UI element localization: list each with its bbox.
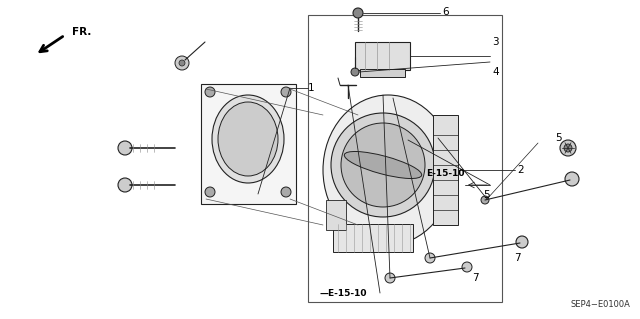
Text: 1: 1 (308, 83, 315, 93)
Circle shape (560, 140, 576, 156)
Bar (201, 84, 296, 204)
Circle shape (385, 273, 395, 283)
Circle shape (205, 187, 215, 197)
Circle shape (351, 68, 359, 76)
Text: —E-15-10: —E-15-10 (320, 288, 367, 298)
Circle shape (281, 187, 291, 197)
Ellipse shape (344, 152, 422, 179)
Circle shape (462, 262, 472, 272)
Circle shape (353, 8, 363, 18)
Circle shape (281, 87, 291, 97)
Circle shape (205, 87, 215, 97)
Bar (360, 69, 405, 77)
Bar (326, 200, 346, 230)
Circle shape (331, 113, 435, 217)
Bar (355, 42, 410, 70)
Circle shape (565, 172, 579, 186)
Text: 5: 5 (555, 133, 561, 143)
Ellipse shape (323, 95, 453, 245)
Bar (308, 15, 502, 302)
Bar (433, 115, 458, 225)
Circle shape (179, 60, 185, 66)
Ellipse shape (218, 102, 278, 176)
Circle shape (425, 253, 435, 263)
Text: SEP4−E0100A: SEP4−E0100A (570, 300, 630, 309)
Text: 7: 7 (514, 253, 520, 263)
Circle shape (118, 141, 132, 155)
Text: E-15-10: E-15-10 (426, 168, 465, 177)
Text: 3: 3 (492, 37, 499, 47)
Text: FR.: FR. (72, 27, 92, 37)
Circle shape (175, 56, 189, 70)
Circle shape (516, 236, 528, 248)
Circle shape (481, 196, 489, 204)
Text: 7: 7 (472, 273, 478, 283)
Circle shape (341, 123, 425, 207)
Text: 5: 5 (484, 190, 490, 200)
Text: 2: 2 (517, 165, 524, 175)
Circle shape (118, 178, 132, 192)
Text: 4: 4 (492, 67, 499, 77)
Circle shape (564, 144, 572, 152)
Ellipse shape (212, 95, 284, 183)
Bar (333, 224, 413, 252)
Text: 6: 6 (442, 7, 449, 17)
